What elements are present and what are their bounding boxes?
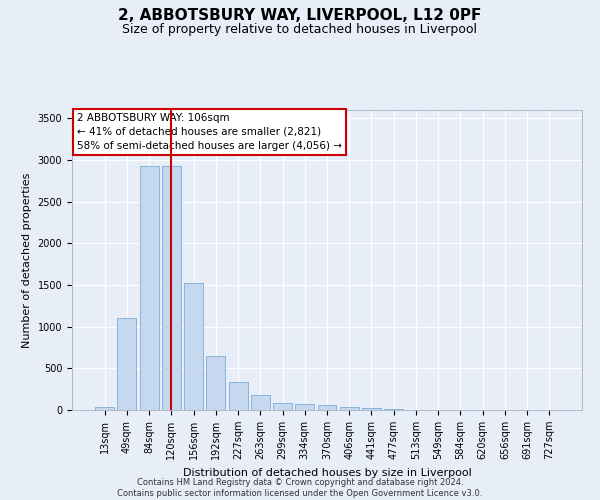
Bar	[95, 406, 114, 410]
Bar	[118, 318, 136, 410]
X-axis label: Distribution of detached houses by size in Liverpool: Distribution of detached houses by size …	[182, 468, 472, 477]
Bar	[229, 382, 248, 410]
Text: 2 ABBOTSBURY WAY: 106sqm
← 41% of detached houses are smaller (2,821)
58% of sem: 2 ABBOTSBURY WAY: 106sqm ← 41% of detach…	[77, 113, 342, 151]
Bar	[362, 408, 381, 410]
Text: Contains HM Land Registry data © Crown copyright and database right 2024.
Contai: Contains HM Land Registry data © Crown c…	[118, 478, 482, 498]
Bar	[140, 166, 158, 410]
Bar	[184, 284, 203, 410]
Bar	[162, 166, 181, 410]
Bar	[317, 406, 337, 410]
Bar	[340, 407, 359, 410]
Bar	[251, 394, 270, 410]
Text: 2, ABBOTSBURY WAY, LIVERPOOL, L12 0PF: 2, ABBOTSBURY WAY, LIVERPOOL, L12 0PF	[118, 8, 482, 22]
Bar	[295, 404, 314, 410]
Text: Size of property relative to detached houses in Liverpool: Size of property relative to detached ho…	[122, 22, 478, 36]
Y-axis label: Number of detached properties: Number of detached properties	[22, 172, 32, 348]
Bar	[273, 402, 292, 410]
Bar	[206, 356, 225, 410]
